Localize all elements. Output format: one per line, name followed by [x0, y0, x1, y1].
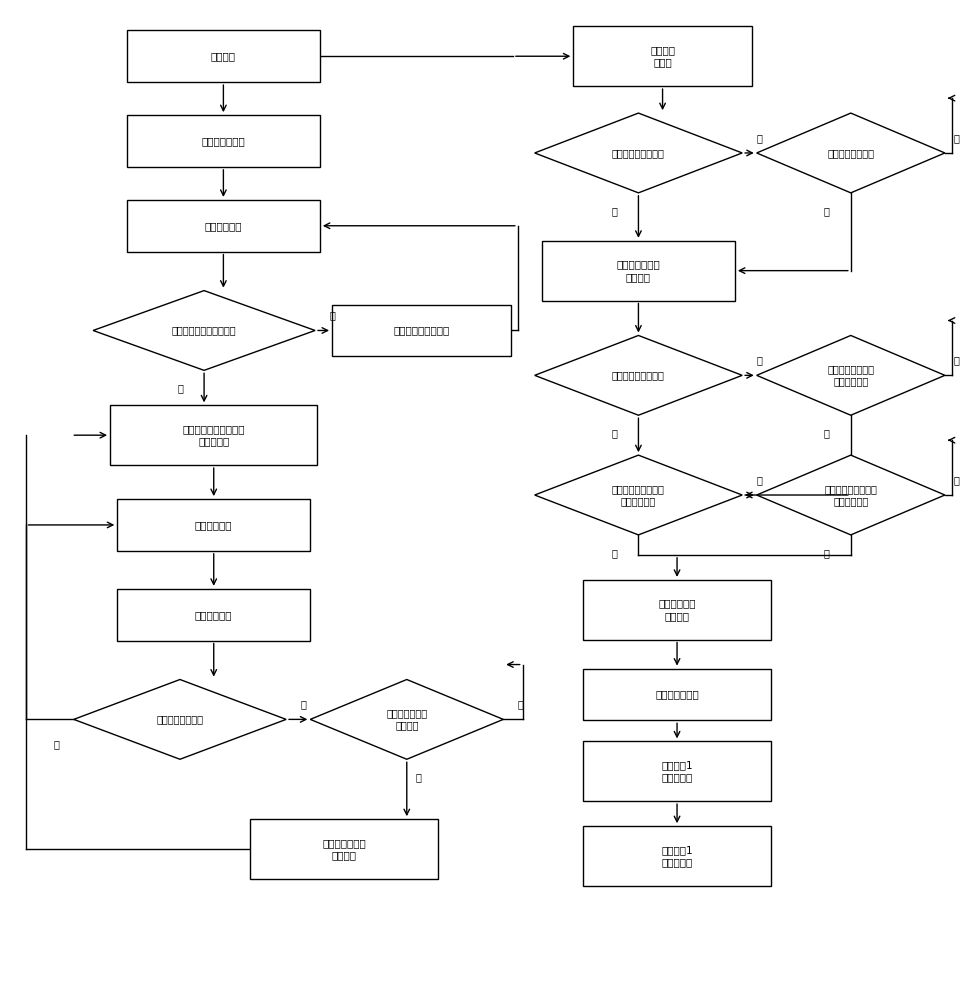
Text: 计量斗称重正常: 计量斗称重正常 — [201, 136, 245, 146]
Text: 否: 否 — [518, 699, 524, 709]
Text: 计量斗值小于下限值: 计量斗值小于下限值 — [612, 148, 665, 158]
Text: 启动计量模式: 启动计量模式 — [204, 221, 242, 231]
Text: 复位截制标记，
记录毛重: 复位截制标记， 记录毛重 — [322, 838, 366, 860]
Polygon shape — [757, 455, 945, 535]
Polygon shape — [757, 113, 945, 193]
Text: 否: 否 — [953, 475, 959, 485]
Bar — [110, 405, 318, 465]
Text: 否: 否 — [329, 311, 335, 321]
Polygon shape — [534, 335, 742, 415]
Text: 是: 是 — [612, 206, 618, 216]
Text: 否: 否 — [612, 428, 618, 438]
Text: 称量额定是否超时: 称量额定是否超时 — [157, 714, 203, 724]
Text: 复位置制标记
记录皮重: 复位置制标记 记录皮重 — [658, 598, 696, 621]
Polygon shape — [93, 291, 316, 370]
Text: 复位置制标记，称量
额定是否超时: 复位置制标记，称量 额定是否超时 — [612, 484, 665, 506]
Text: 计算本斗称重值: 计算本斗称重值 — [655, 689, 699, 699]
Bar — [583, 826, 771, 886]
Bar — [332, 305, 510, 356]
Bar — [583, 741, 771, 801]
Text: 复位报制标记，
斗门关闭: 复位报制标记， 斗门关闭 — [617, 259, 660, 282]
Text: 计量斗内有残余物料: 计量斗内有残余物料 — [393, 325, 449, 335]
Polygon shape — [74, 680, 287, 759]
Text: 是: 是 — [415, 772, 421, 782]
Text: 是: 是 — [824, 428, 830, 438]
Text: 计量斗值是否小于下限值: 计量斗值是否小于下限值 — [171, 325, 236, 335]
Text: 是: 是 — [824, 548, 830, 558]
Text: 斗小计加1
小计值累加: 斗小计加1 小计值累加 — [661, 760, 693, 782]
Bar — [583, 669, 771, 720]
Text: 是否强制关闭斗门: 是否强制关闭斗门 — [828, 148, 874, 158]
Text: 否: 否 — [757, 133, 763, 143]
Text: 斗门关到位超时，
是否强制称量: 斗门关到位超时， 是否强制称量 — [828, 365, 874, 386]
Bar — [250, 819, 439, 879]
Text: 通信正常: 通信正常 — [211, 51, 236, 61]
Text: 是: 是 — [757, 355, 763, 365]
Text: 额定超时，是否
强制取值: 额定超时，是否 强制取值 — [386, 709, 427, 730]
Text: 禁止放料
斗门开: 禁止放料 斗门开 — [650, 45, 675, 67]
Text: 斗门关到位是否超时: 斗门关到位是否超时 — [612, 370, 665, 380]
Text: 否: 否 — [953, 133, 959, 143]
Polygon shape — [534, 113, 742, 193]
Bar — [127, 115, 319, 167]
Text: 是: 是 — [301, 699, 307, 709]
Text: 斗门由中央控制器控制
斗门关到位: 斗门由中央控制器控制 斗门关到位 — [183, 424, 245, 446]
Bar — [542, 241, 735, 301]
Polygon shape — [311, 680, 503, 759]
Bar — [127, 30, 319, 82]
Polygon shape — [534, 455, 742, 535]
Text: 斗总计加1
总计值增加: 斗总计加1 总计值增加 — [661, 845, 693, 867]
Bar — [573, 26, 752, 86]
Text: 否: 否 — [953, 355, 959, 365]
Bar — [583, 580, 771, 640]
Text: 否: 否 — [612, 548, 618, 558]
Bar — [117, 499, 311, 551]
Text: 是: 是 — [757, 475, 763, 485]
Polygon shape — [757, 335, 945, 415]
Text: 允许抓斗放料: 允许抓斗放料 — [195, 520, 232, 530]
Text: 抓斗放料结束: 抓斗放料结束 — [195, 610, 232, 620]
Text: 否: 否 — [53, 739, 59, 749]
Text: 发出额定超时信号，
是否强制取值: 发出额定超时信号， 是否强制取值 — [825, 484, 877, 506]
Bar — [117, 589, 311, 641]
Bar — [127, 200, 319, 252]
Text: 是: 是 — [824, 206, 830, 216]
Text: 是: 是 — [177, 383, 183, 393]
